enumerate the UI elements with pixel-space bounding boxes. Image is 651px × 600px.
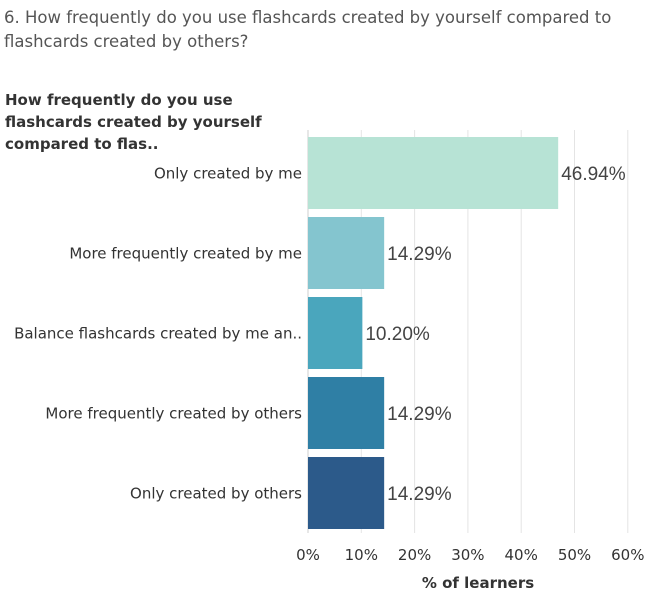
bar	[308, 377, 385, 449]
bar	[308, 137, 559, 209]
data-label: 10.20%	[365, 324, 430, 345]
data-label: 14.29%	[387, 244, 452, 265]
x-tick-label: 30%	[451, 546, 484, 564]
x-tick-label: 10%	[345, 546, 378, 564]
row-header: How frequently do you use flashcards cre…	[5, 91, 262, 153]
bar	[308, 217, 385, 289]
x-tick-label: 0%	[296, 546, 320, 564]
x-tick-label: 40%	[505, 546, 538, 564]
bar	[308, 457, 385, 529]
category-label: More frequently created by me	[69, 245, 302, 263]
data-label: 14.29%	[387, 484, 452, 505]
x-axis-title: % of learners	[422, 574, 534, 592]
bar	[308, 297, 363, 369]
x-tick-label: 20%	[398, 546, 431, 564]
category-label: Only created by me	[154, 165, 302, 183]
category-label: Only created by others	[130, 485, 302, 503]
category-label: Balance flashcards created by me an..	[14, 325, 302, 343]
data-label: 46.94%	[561, 164, 626, 185]
question-title: 6. How frequently do you use flashcards …	[4, 8, 612, 51]
x-tick-label: 60%	[611, 546, 644, 564]
x-tick-label: 50%	[558, 546, 591, 564]
category-label: More frequently created by others	[45, 405, 302, 423]
data-label: 14.29%	[387, 404, 452, 425]
